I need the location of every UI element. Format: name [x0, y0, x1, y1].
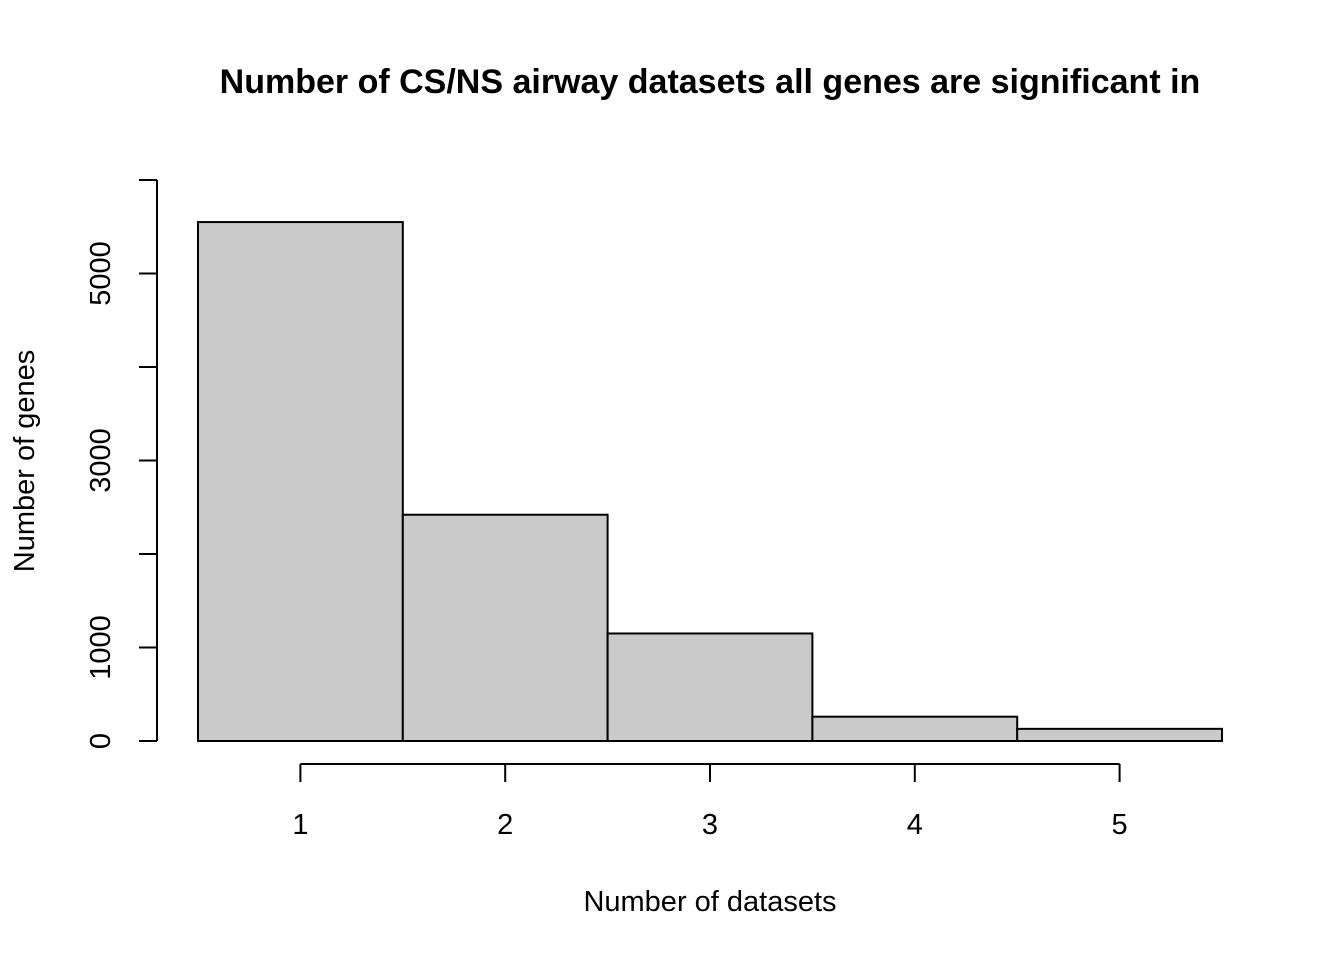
- y-tick-label-3000: 3000: [85, 428, 117, 493]
- x-tick-label-1: 1: [292, 809, 308, 841]
- x-tick-label-5: 5: [1112, 809, 1128, 841]
- bar-5: [1016, 727, 1224, 742]
- x-axis-label: Number of datasets: [583, 886, 836, 918]
- bars-group: [197, 221, 1224, 743]
- bar-1: [197, 221, 404, 742]
- x-tick-label-4: 4: [907, 809, 923, 841]
- y-tick-label-0: 0: [85, 733, 117, 749]
- bar-3: [606, 632, 814, 742]
- x-tick-label-3: 3: [702, 809, 718, 841]
- x-axis: 1 2 3 4 5: [292, 763, 1128, 841]
- bar-4: [811, 715, 1019, 743]
- y-tick-label-5000: 5000: [85, 241, 117, 306]
- y-tick-label-1000: 1000: [85, 615, 117, 680]
- bar-2: [401, 513, 609, 742]
- y-axis-label: Number of genes: [9, 350, 41, 572]
- chart-title: Number of CS/NS airway datasets all gene…: [220, 63, 1201, 101]
- x-tick-label-2: 2: [497, 809, 513, 841]
- y-axis: 0 1000 3000 5000: [85, 179, 158, 749]
